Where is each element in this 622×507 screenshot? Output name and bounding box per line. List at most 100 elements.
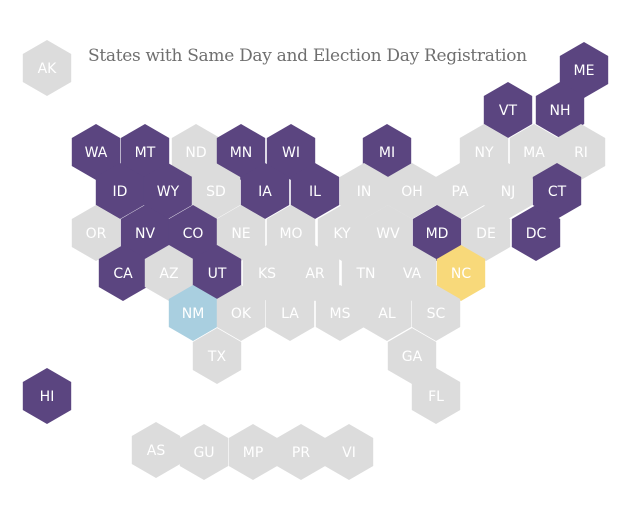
state-tile-pr: PR <box>276 424 326 480</box>
state-label: ND <box>185 145 206 161</box>
hex-shape <box>192 328 242 384</box>
state-label: SC <box>427 306 446 322</box>
hex-shape <box>168 205 218 261</box>
state-label: SD <box>206 184 226 200</box>
state-label: MA <box>523 145 545 161</box>
state-tile-hi: HI <box>22 368 72 424</box>
hex-shape <box>483 163 533 219</box>
state-tile-pa: PA <box>435 163 485 219</box>
state-label: VI <box>342 445 356 461</box>
state-tile-mi: MI <box>362 124 412 180</box>
hex-shape <box>216 285 266 341</box>
hex-shape <box>559 42 609 98</box>
hex-shape <box>363 205 413 261</box>
hex-shape <box>387 163 437 219</box>
state-tile-az: AZ <box>144 245 194 301</box>
state-label: NJ <box>501 184 516 200</box>
state-tile-nd: ND <box>171 124 221 180</box>
state-tile-ms: MS <box>315 285 365 341</box>
state-tile-md: MD <box>412 205 462 261</box>
state-tile-sc: SC <box>411 285 461 341</box>
hex-shape <box>276 424 326 480</box>
hex-shape <box>387 245 437 301</box>
state-label: RI <box>574 145 588 161</box>
state-tile-ny: NY <box>459 124 509 180</box>
state-label: TX <box>207 349 227 365</box>
state-tile-as: AS <box>131 422 181 478</box>
state-tile-ak: AK <box>22 40 72 96</box>
state-tile-ut: UT <box>192 245 242 301</box>
state-label: NH <box>550 103 571 119</box>
hex-shape <box>532 163 582 219</box>
state-tile-sd: SD <box>191 163 241 219</box>
state-label: DC <box>526 226 547 242</box>
state-label: WI <box>282 145 300 161</box>
hex-shape <box>216 124 266 180</box>
map-title: States with Same Day and Election Day Re… <box>88 46 527 66</box>
hex-shape <box>22 40 72 96</box>
hex-shape <box>290 163 340 219</box>
state-tile-ne: NE <box>216 205 266 261</box>
hex-shape <box>143 163 193 219</box>
state-label: PR <box>292 445 310 461</box>
state-tile-mo: MO <box>266 205 316 261</box>
state-tile-dc: DC <box>511 205 561 261</box>
state-label: MI <box>379 145 395 161</box>
hex-shape <box>411 285 461 341</box>
state-label: ID <box>113 184 128 200</box>
state-label: TN <box>355 266 375 282</box>
hex-shape <box>120 124 170 180</box>
state-tile-ri: RI <box>556 124 606 180</box>
state-label: OR <box>86 226 107 242</box>
state-tile-wv: WV <box>363 205 413 261</box>
state-tile-al: AL <box>362 285 412 341</box>
hex-shape <box>228 424 278 480</box>
state-tile-nh: NH <box>535 82 585 138</box>
state-tile-wa: WA <box>71 124 121 180</box>
state-label: VT <box>499 103 518 119</box>
hex-shape <box>144 245 194 301</box>
hex-shape <box>509 124 559 180</box>
state-label: HI <box>40 389 55 405</box>
state-label: AS <box>147 443 166 459</box>
state-tile-nm: NM <box>168 285 218 341</box>
hex-shape <box>290 245 340 301</box>
hex-shape <box>341 245 391 301</box>
hex-shape <box>483 82 533 138</box>
state-tile-va: VA <box>387 245 437 301</box>
hex-shape <box>98 245 148 301</box>
hex-shape <box>95 163 145 219</box>
hex-shape <box>216 205 266 261</box>
state-tile-oh: OH <box>387 163 437 219</box>
state-label: NM <box>182 306 205 322</box>
state-tile-vt: VT <box>483 82 533 138</box>
hex-shape <box>362 285 412 341</box>
state-tile-ia: IA <box>240 163 290 219</box>
hex-shape <box>435 163 485 219</box>
hex-shape <box>411 368 461 424</box>
state-label: MD <box>426 226 449 242</box>
state-label: MO <box>279 226 302 242</box>
state-label: OH <box>401 184 423 200</box>
state-label: CT <box>548 184 567 200</box>
state-tile-wi: WI <box>266 124 316 180</box>
state-label: GU <box>193 445 214 461</box>
state-tile-wy: WY <box>143 163 193 219</box>
state-tile-de: DE <box>461 205 511 261</box>
state-label: WA <box>85 145 108 161</box>
state-label: MP <box>243 445 264 461</box>
state-tile-ar: AR <box>290 245 340 301</box>
state-tile-nj: NJ <box>483 163 533 219</box>
hex-shape <box>387 328 437 384</box>
state-tile-or: OR <box>71 205 121 261</box>
hex-shape <box>120 205 170 261</box>
state-label: NV <box>135 226 155 242</box>
hex-shape <box>240 163 290 219</box>
hex-shape <box>22 368 72 424</box>
state-tile-mp: MP <box>228 424 278 480</box>
state-tile-tn: TN <box>341 245 391 301</box>
state-tile-tx: TX <box>192 328 242 384</box>
state-label: VA <box>403 266 422 282</box>
